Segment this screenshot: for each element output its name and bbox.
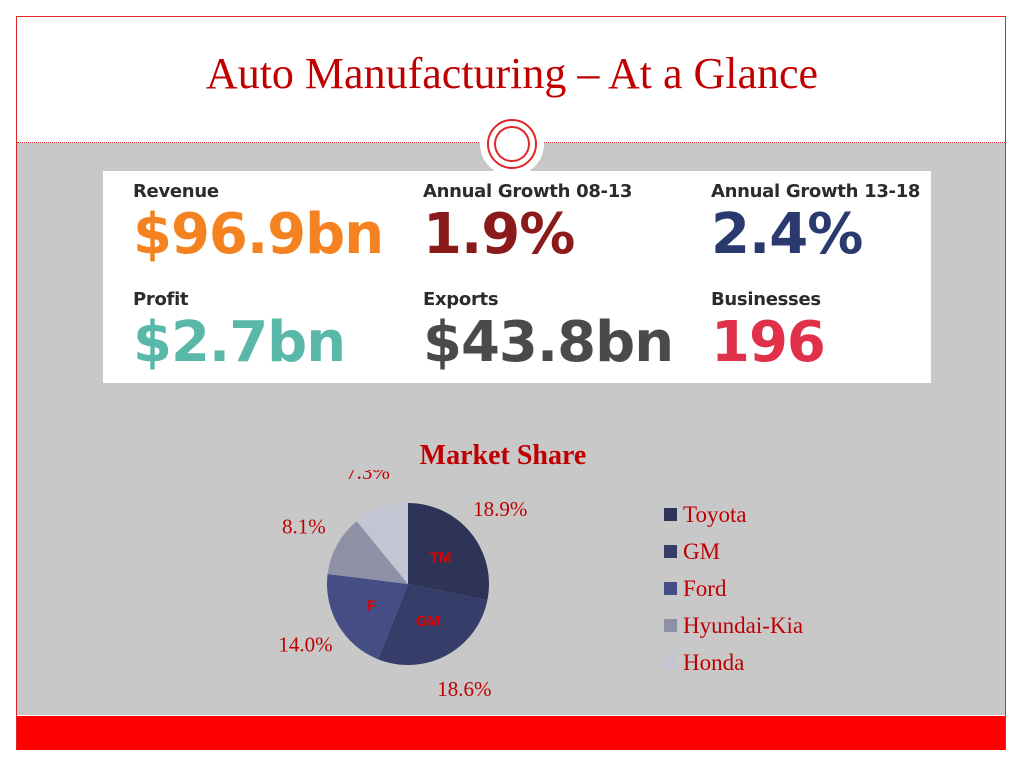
stat-value: 2.4%	[711, 202, 863, 267]
stat-value: $43.8bn	[423, 310, 674, 375]
stat-annual-growth-13-18: Annual Growth 13-18 2.4%	[711, 183, 920, 263]
stat-annual-growth-08-13: Annual Growth 08-13 1.9%	[423, 183, 632, 263]
stat-value: 196	[711, 310, 826, 375]
legend-label: Toyota	[683, 501, 747, 527]
pct-label-hyundai-kia: 8.1%	[282, 514, 326, 538]
stat-value: $96.9bn	[133, 202, 384, 267]
pie-slice-honda	[356, 503, 408, 584]
legend-swatch	[664, 656, 677, 669]
legend-swatch	[664, 545, 677, 558]
chart-title: Market Share	[419, 440, 587, 471]
circle-ornament-icon	[480, 112, 544, 176]
pie-slice-toyota	[408, 503, 489, 601]
stat-label: Annual Growth 13-18	[711, 181, 921, 202]
slice-label-toyota: TM	[430, 549, 452, 566]
slide-title: Auto Manufacturing – At a Glance	[205, 49, 819, 98]
legend-label: Ford	[683, 575, 727, 601]
legend-item-gm: GM	[664, 533, 803, 570]
stat-profit: Profit $2.7bn	[133, 289, 346, 375]
stat-label: Annual Growth 08-13	[423, 181, 633, 202]
stat-label: Profit	[133, 289, 189, 310]
legend-label: Hyundai-Kia	[683, 612, 804, 638]
stat-label: Exports	[423, 289, 499, 310]
stat-label: Businesses	[711, 289, 821, 310]
slice-label-gm: GM	[416, 613, 440, 630]
pct-label-honda: 7.3%	[346, 470, 390, 484]
pct-label-toyota: 18.9%	[473, 497, 527, 521]
pie-slice-ford	[327, 573, 408, 660]
legend-swatch	[664, 582, 677, 595]
legend-label: Honda	[683, 649, 745, 675]
stat-label: Revenue	[133, 181, 219, 202]
stat-businesses: Businesses 196	[711, 289, 826, 375]
pie-slice-hyundai-kia	[327, 521, 408, 584]
pct-label-gm: 18.6%	[437, 677, 491, 700]
legend-swatch	[664, 508, 677, 521]
pct-label-ford: 14.0%	[278, 632, 332, 656]
legend-item-toyota: Toyota	[664, 496, 803, 533]
stats-panel: Revenue $96.9bn Annual Growth 08-13 1.9%…	[103, 171, 931, 383]
legend-label: GM	[683, 538, 721, 564]
legend-item-honda: Honda	[664, 644, 803, 681]
legend-item-hyundai-kia: Hyundai-Kia	[664, 607, 803, 644]
legend-swatch	[664, 619, 677, 632]
stat-value: 1.9%	[423, 202, 575, 267]
stat-exports: Exports $43.8bn	[423, 289, 674, 375]
chart-legend: Toyota GM Ford Hyundai-Kia Honda	[664, 496, 803, 681]
stat-value: $2.7bn	[133, 310, 346, 375]
pie-slice-gm	[377, 584, 488, 665]
footer-band	[17, 716, 1005, 750]
legend-item-ford: Ford	[664, 570, 803, 607]
slice-label-ford: F	[367, 597, 376, 614]
market-share-pie-chart: TM 18.9% GM 18.6% F 14.0% 8.1% 7.3%	[278, 470, 527, 700]
stat-revenue: Revenue $96.9bn	[133, 181, 384, 267]
